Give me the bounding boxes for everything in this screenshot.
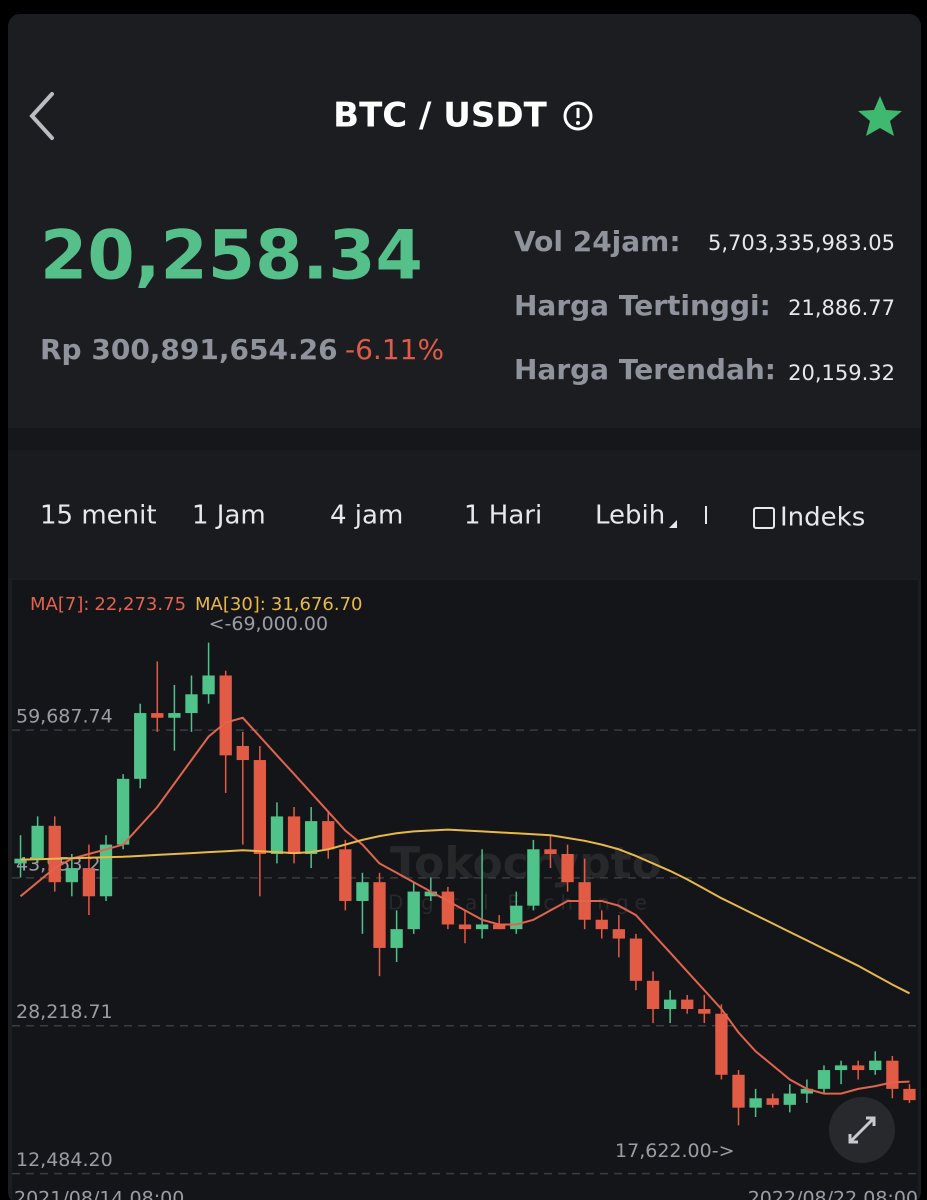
back-button[interactable] [29,92,54,140]
candle-body [817,1070,831,1089]
candle-body [681,999,694,1010]
candle-body [903,1088,916,1101]
candle-body [629,938,643,981]
info-icon[interactable] [563,101,593,131]
y-tick-label: 28,218.71 [16,1001,113,1023]
tab[interactable]: 4 jam [330,501,403,531]
candle-body [236,745,249,761]
separator [8,428,921,450]
tab[interactable]: Lebih [595,501,665,531]
ma-line [19,716,910,1095]
candle-body [612,929,626,939]
stat-value: 20,159.32 [788,361,895,385]
y-tick-label: 12,484.20 [16,1149,113,1171]
candle-body [31,825,44,859]
candle-body [493,924,506,930]
stat-value: 5,703,335,983.05 [708,231,895,255]
candle-body [287,816,301,854]
candle-body [510,905,523,930]
stat-label: Harga Tertinggi: [514,289,771,322]
candle-body [168,713,181,718]
candle-body [834,1065,848,1071]
candle-body [253,760,267,854]
y-tick-label: 59,687.74 [16,706,113,728]
candle-body [886,1060,899,1089]
legend-value: 31,676.70 [271,594,363,615]
last-price: 20,258.34 [40,217,423,296]
candle-body [869,1060,882,1071]
candle-body [65,868,78,883]
candle-body [270,816,284,854]
candle-body [407,891,420,930]
candle-body [766,1098,779,1105]
candle-body [202,675,215,695]
candle-body [48,825,61,883]
favorite-star[interactable] [858,96,902,136]
candle-body [339,849,352,901]
candle-body [800,1088,814,1094]
x-tick-label: 2021/08/14 08:00 [14,1188,184,1200]
candle-body [595,919,608,930]
tab[interactable]: 15 menit [40,501,157,531]
pair-title: BTC / USDT [333,96,547,136]
candle-body [219,675,232,756]
tab[interactable]: Indeks [780,503,865,533]
candle-body [151,713,164,718]
index-icon [753,507,775,529]
watermark: Tokocrypto [390,838,662,889]
chart-area [12,580,918,1200]
candle-body [424,891,437,897]
fiat-price: Rp 300,891,654.26 [40,333,338,366]
candle-body [732,1074,745,1108]
legend-name: MA[7]: [30,594,89,615]
candle-body [715,1013,728,1075]
candle-body [82,868,96,897]
tab[interactable]: 1 Hari [464,501,542,531]
stat-value: 21,886.77 [788,296,895,320]
candle-body [749,1098,762,1108]
candle-body [14,858,27,864]
stat-label: Harga Terendah: [514,353,776,386]
candle-body [458,924,472,930]
candle-body [304,821,318,854]
candle-body [116,778,130,845]
dropdown-caret [669,520,677,528]
tab-bar [8,450,921,578]
stat-label: Vol 24jam: [514,225,681,258]
legend-entry: MA[30]: 31,676.70 [195,594,362,615]
candle-body [390,929,403,948]
max-annotation: <-69,000.00 [209,613,328,635]
candle-body [663,999,677,1010]
candle-body [356,882,369,901]
legend-value: 22,273.75 [94,594,186,615]
min-annotation: 17,622.00-> [615,1140,734,1162]
candle-body [185,694,198,714]
price-change: -6.11% [345,333,444,366]
ma-line [20,828,910,995]
x-tick-label: 2022/08/22 08:00 [748,1188,918,1200]
expand-button[interactable] [829,1097,895,1163]
candle-body [852,1065,865,1071]
candle-body [475,924,489,930]
candle-body [544,849,557,854]
candle-body [561,853,574,883]
legend-name: MA[30]: [195,594,266,615]
candle-body [527,849,540,906]
candle-body [646,980,660,1010]
candle-body [322,821,335,850]
candle-body [783,1093,796,1105]
tab[interactable]: 1 Jam [192,501,266,531]
candle-body [99,844,113,897]
candle-body [698,1009,711,1014]
candle-body [134,713,147,779]
candle-body [441,891,455,925]
candle-body [373,882,386,948]
legend-entry: MA[7]: 22,273.75 [30,594,186,615]
